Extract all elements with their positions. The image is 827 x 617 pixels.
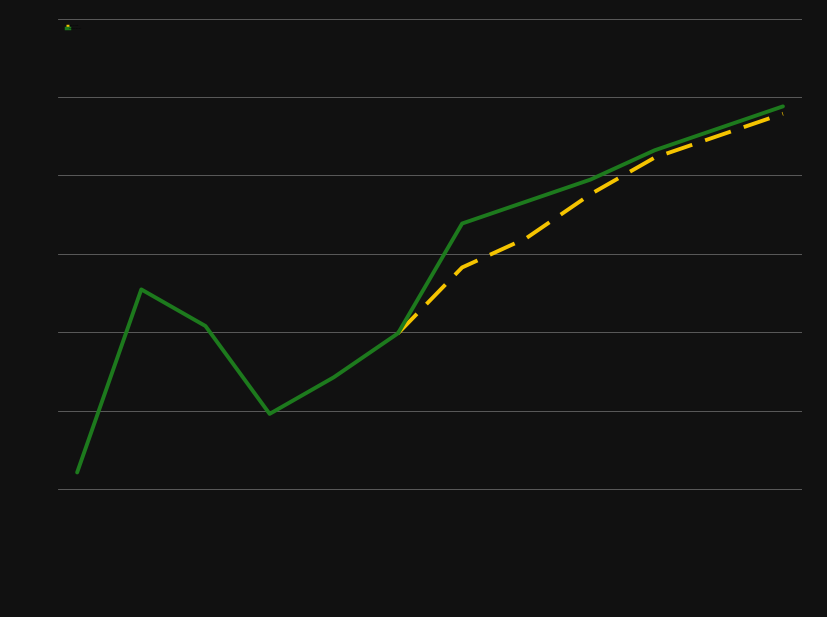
Updated forecast (778, 102, 788, 110)
June forecast (457, 263, 467, 271)
June forecast (586, 191, 595, 198)
June forecast (778, 110, 788, 117)
June forecast (650, 154, 660, 161)
Updated forecast (265, 410, 275, 418)
Updated forecast (393, 329, 403, 337)
Legend: June forecast, Updated forecast: June forecast, Updated forecast (66, 25, 82, 29)
Updated forecast (457, 220, 467, 227)
Line: Updated forecast: Updated forecast (77, 106, 783, 473)
June forecast (714, 132, 724, 139)
Updated forecast (650, 147, 660, 154)
June forecast (521, 234, 531, 242)
Updated forecast (136, 286, 146, 293)
June forecast (393, 329, 403, 337)
Updated forecast (72, 469, 82, 476)
Updated forecast (586, 176, 595, 183)
Updated forecast (521, 198, 531, 205)
Updated forecast (714, 125, 724, 132)
Updated forecast (329, 373, 339, 381)
Updated forecast (200, 322, 210, 329)
Line: June forecast: June forecast (398, 114, 783, 333)
